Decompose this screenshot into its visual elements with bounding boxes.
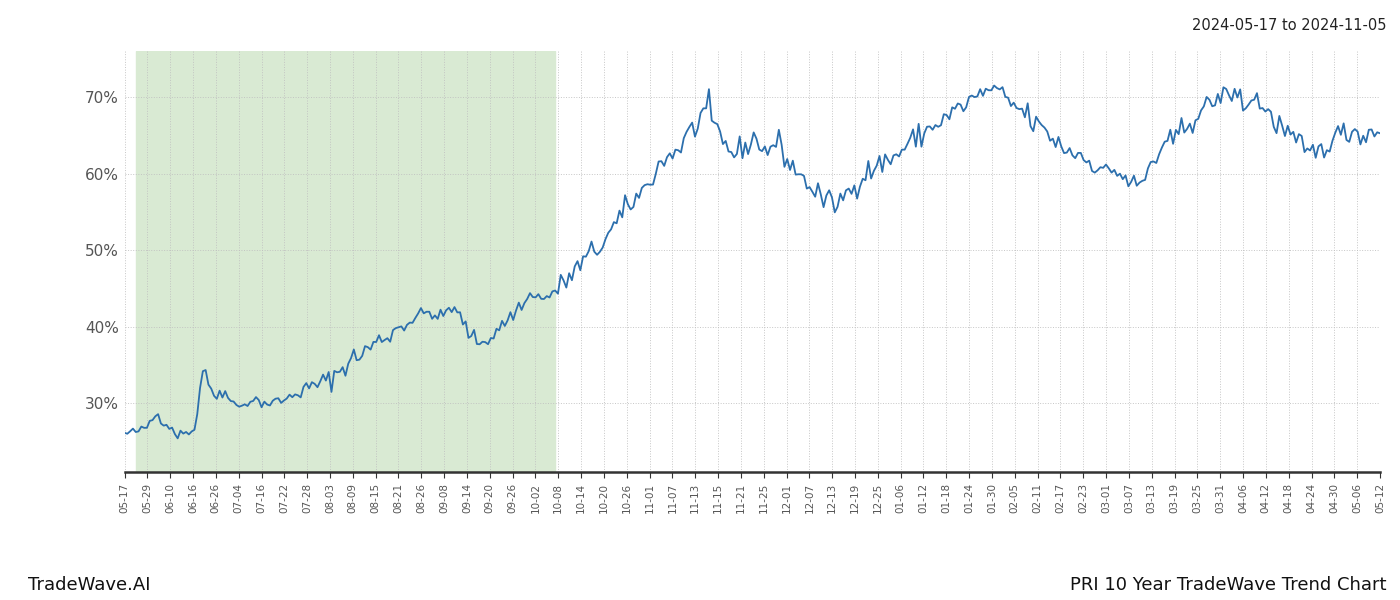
Bar	[136, 51, 556, 472]
Text: 2024-05-17 to 2024-11-05: 2024-05-17 to 2024-11-05	[1191, 18, 1386, 33]
Text: PRI 10 Year TradeWave Trend Chart: PRI 10 Year TradeWave Trend Chart	[1070, 576, 1386, 594]
Text: TradeWave.AI: TradeWave.AI	[28, 576, 151, 594]
